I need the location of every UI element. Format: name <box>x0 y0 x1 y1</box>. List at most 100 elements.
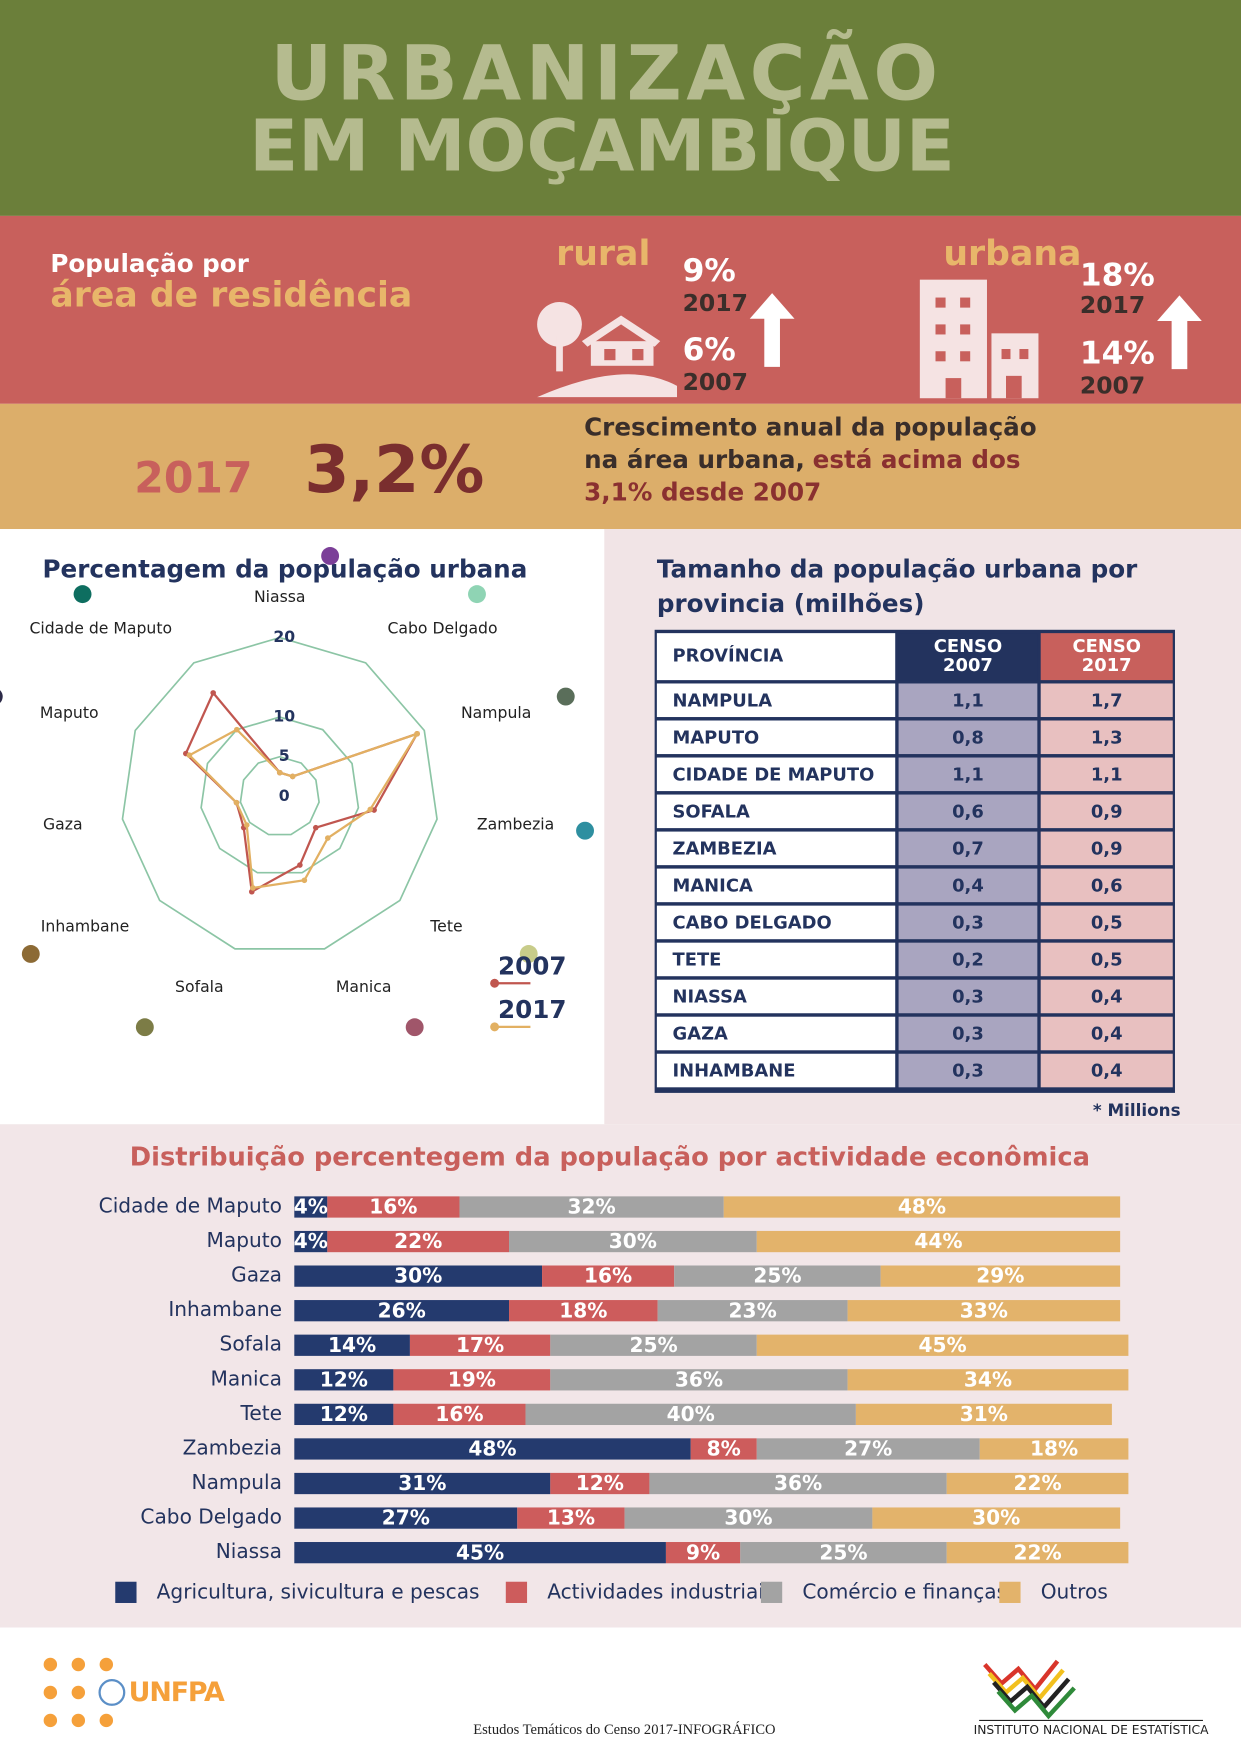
legend-dot <box>490 1022 500 1032</box>
table-cell <box>656 979 896 1014</box>
cell-text: CABO DELGADO <box>673 913 832 934</box>
bar-segment <box>674 1265 881 1287</box>
y-tick-label: Cabo Delgado <box>140 1505 282 1529</box>
table-cell <box>656 1016 896 1051</box>
grid-ring <box>121 636 438 950</box>
cell-text: 0,9 <box>1091 801 1123 822</box>
bar-segment <box>393 1369 551 1391</box>
cell-text: 1,7 <box>1091 690 1123 711</box>
cell-text: 0,4 <box>1091 1061 1123 1082</box>
r-tick-label: 20 <box>273 627 295 646</box>
r-tick-label: 0 <box>279 786 290 805</box>
table-cell <box>1040 1016 1173 1051</box>
cell-text: 0,5 <box>1091 950 1123 971</box>
ine-logo <box>983 1659 1076 1720</box>
bar-segment <box>509 1300 658 1322</box>
stat-year: 2017 <box>683 289 748 317</box>
header-label: CENSO <box>934 636 1002 657</box>
legend-label: 2007 <box>498 952 567 981</box>
radar-title: Percentagem da população urbana <box>43 555 528 584</box>
bar-segment <box>550 1369 848 1391</box>
header-band <box>0 0 1241 216</box>
bar-segment <box>847 1369 1129 1391</box>
growth-text: na área urbana, está acima dos <box>584 445 1020 474</box>
legend-label: Agricultura, sivicultura e pescas <box>157 1579 480 1603</box>
table-cell <box>656 942 896 977</box>
table-cell <box>1040 942 1173 977</box>
category-dot <box>135 1018 154 1037</box>
value-label: 48% <box>898 1195 946 1219</box>
value-label: 22% <box>1013 1540 1061 1564</box>
bar-segment <box>624 1507 873 1529</box>
value-label: 8% <box>707 1437 741 1461</box>
stat-year: 2007 <box>683 368 748 396</box>
growth-value: 3,2% <box>304 433 484 508</box>
legend-label: Outros <box>1041 1579 1108 1603</box>
category-label: Niassa <box>254 587 306 606</box>
growth-text-part: está acima dos <box>813 445 1021 474</box>
table-cell <box>898 942 1038 977</box>
legend-swatch <box>760 1581 783 1603</box>
value-label: 22% <box>394 1229 442 1253</box>
bar-segment <box>756 1230 1121 1253</box>
bar-segment <box>517 1507 625 1529</box>
growth-text: 3,1% desde 2007 <box>584 477 821 506</box>
y-tick-label: Zambezia <box>183 1435 282 1459</box>
header-label: PROVÍNCIA <box>673 645 784 667</box>
bars-title: Distribuição percentegem da população po… <box>130 1142 1090 1172</box>
table-cell <box>898 868 1038 903</box>
bar-segment <box>294 1300 510 1322</box>
category-label: Tete <box>429 916 462 935</box>
bar-segment <box>872 1507 1121 1529</box>
urban-icon <box>919 279 1039 399</box>
bar-segment <box>409 1334 551 1356</box>
cell-text: GAZA <box>673 1024 729 1045</box>
y-tick-label: Niassa <box>216 1539 282 1563</box>
value-label: 36% <box>675 1367 723 1391</box>
table-cell <box>656 1053 896 1088</box>
value-label: 30% <box>394 1264 442 1288</box>
bar-segment <box>294 1542 666 1564</box>
bar-segment <box>525 1403 856 1426</box>
radar-point <box>210 690 216 696</box>
value-label: 14% <box>328 1333 376 1357</box>
radar-point <box>250 885 256 891</box>
residence-label: área de residência <box>50 275 412 315</box>
bar-segment <box>946 1472 1129 1495</box>
header-label: CENSO <box>1072 636 1140 657</box>
cell-text: 0,3 <box>952 913 984 934</box>
y-tick-label: Sofala <box>220 1332 282 1356</box>
growth-band <box>0 403 1241 530</box>
bar-segment <box>723 1196 1121 1218</box>
value-label: 29% <box>976 1264 1024 1288</box>
category-label: Gaza <box>43 814 83 833</box>
table-cell <box>1040 757 1173 792</box>
table-cell <box>898 831 1038 866</box>
table-cell <box>898 794 1038 829</box>
stat-value: 9% <box>683 253 736 289</box>
bar-segment <box>542 1265 675 1287</box>
value-label: 40% <box>667 1402 715 1426</box>
value-label: 4% <box>294 1229 328 1253</box>
value-label: 36% <box>774 1471 822 1495</box>
category-label: Zambezia <box>477 814 554 833</box>
value-label: 19% <box>448 1367 496 1391</box>
cell-text: INHAMBANE <box>673 1061 796 1082</box>
radar-point <box>297 862 303 868</box>
value-label: 16% <box>369 1195 417 1219</box>
value-label: 48% <box>468 1437 516 1461</box>
value-label: 27% <box>382 1506 430 1530</box>
value-label: 45% <box>456 1540 504 1564</box>
header-label: 2007 <box>943 655 993 676</box>
bar-segment <box>294 1507 518 1529</box>
bar-segment <box>459 1196 724 1218</box>
category-dot <box>21 945 40 963</box>
bar-segment <box>756 1438 980 1460</box>
table-cell <box>1040 868 1173 903</box>
radar-point <box>276 769 283 776</box>
table-cell <box>656 905 896 940</box>
cell-text: 0,3 <box>952 1061 984 1082</box>
y-tick-label: Inhambane <box>168 1297 282 1321</box>
y-tick-label: Maputo <box>207 1228 282 1252</box>
y-tick-label: Manica <box>211 1366 282 1390</box>
